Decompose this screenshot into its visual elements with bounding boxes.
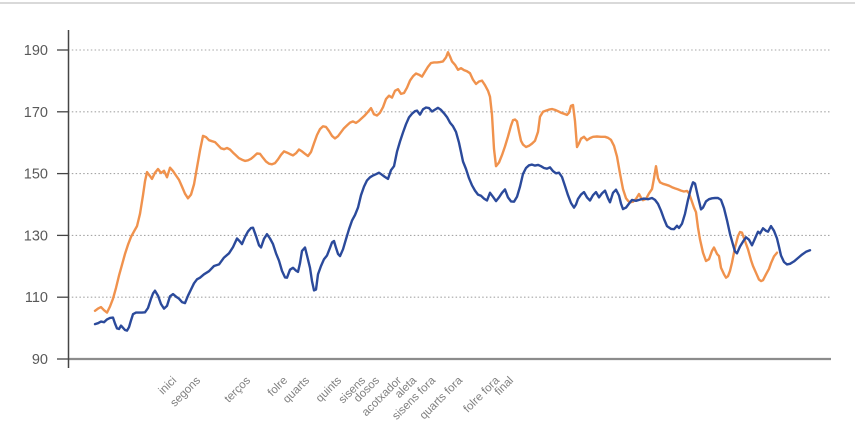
y-tick-label-150: 150 — [24, 167, 48, 183]
y-tick-label-110: 110 — [25, 290, 48, 306]
y-tick-label-90: 90 — [32, 352, 48, 368]
x-axis-label-13: folre fora — [462, 374, 503, 415]
y-tick-label-130: 130 — [24, 228, 48, 244]
series-orange-line — [93, 51, 779, 314]
top-border-line — [0, 2, 855, 4]
y-tick-label-190: 190 — [24, 43, 48, 59]
series-blue-line — [93, 106, 812, 332]
y-tick-label-170: 170 — [24, 105, 48, 121]
x-axis-label-3: terços — [222, 374, 253, 405]
